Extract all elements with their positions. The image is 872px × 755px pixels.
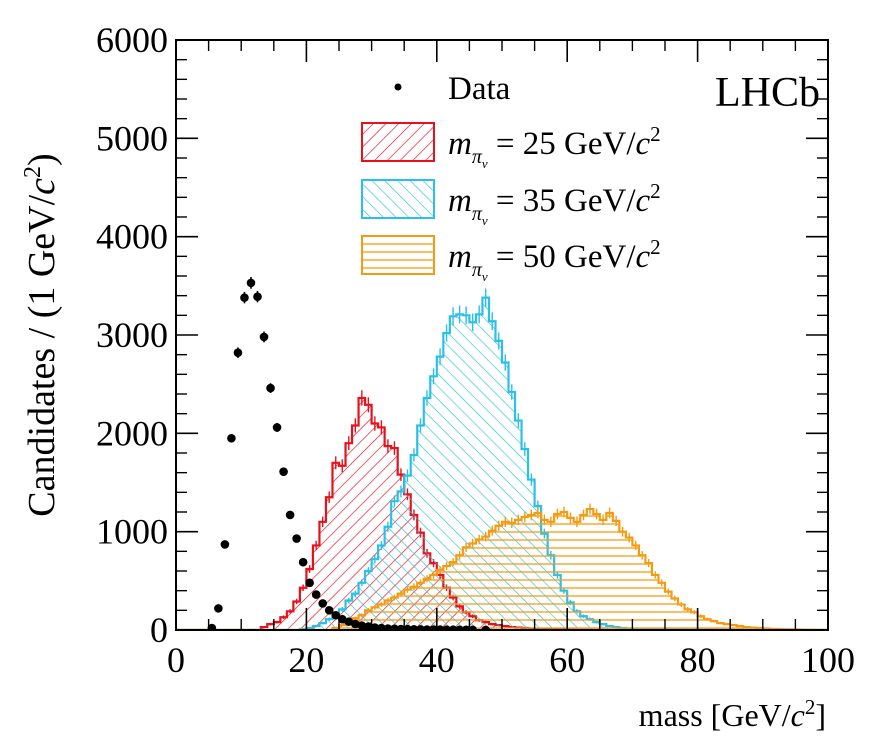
data-point	[331, 610, 341, 620]
x-tick-label: 20	[288, 640, 324, 680]
data-point	[448, 625, 458, 630]
data-point	[272, 423, 282, 432]
y-tick-label: 4000	[96, 217, 168, 257]
data-point	[442, 625, 451, 630]
data-point	[318, 599, 328, 608]
data-point	[357, 621, 367, 630]
x-tick-label: 0	[167, 640, 185, 680]
x-tick-label: 100	[801, 640, 855, 680]
data-point	[292, 534, 301, 543]
data-point	[429, 625, 438, 630]
x-tick-label: 80	[680, 640, 716, 680]
experiment-label: LHCb	[715, 70, 820, 116]
x-tick-label: 40	[419, 640, 455, 680]
histogram-m35-fill	[176, 297, 828, 630]
data-point	[370, 623, 380, 630]
data-point	[396, 624, 406, 630]
legend-item-m25: mπv = 25 GeV/c2	[361, 122, 661, 171]
data-point	[285, 510, 295, 520]
legend-m50-label: mπv = 50 GeV/c2	[448, 235, 661, 284]
x-axis-label: mass [GeV/c2]	[639, 695, 826, 733]
y-axis-label: Candidates / (1 GeV/c2)	[20, 153, 63, 516]
y-tick-label: 1000	[96, 512, 168, 552]
x-tick-label: 60	[549, 640, 585, 680]
data-point	[279, 467, 288, 476]
data-point	[214, 604, 223, 613]
legend-item-data: Data	[394, 71, 511, 107]
histogram-m50-fill	[176, 509, 828, 630]
data-point	[240, 293, 249, 302]
legend-m35-label: mπv = 35 GeV/c2	[448, 179, 661, 228]
data-point	[390, 624, 399, 630]
data-point	[435, 625, 445, 630]
histogram-m25-fill	[176, 397, 828, 630]
data-point	[253, 292, 262, 301]
data-points-group	[207, 277, 490, 630]
data-point	[344, 617, 354, 626]
data-point	[377, 623, 386, 630]
data-point	[337, 614, 347, 624]
y-tick-label: 3000	[96, 315, 168, 355]
legend: Data mπv = 25 GeV/c2 mπv = 35 GeV/c2 mπv…	[361, 71, 661, 284]
data-point	[227, 433, 236, 443]
legend-data-label: Data	[448, 71, 511, 107]
legend-m25-label: mπv = 25 GeV/c2	[448, 122, 661, 171]
data-point	[455, 625, 464, 630]
legend-m35-swatch	[361, 179, 435, 219]
y-tick-label: 6000	[96, 20, 168, 60]
histogram-m50	[176, 503, 828, 630]
data-point	[298, 557, 308, 567]
data-point	[246, 278, 256, 288]
data-point	[207, 623, 217, 630]
data-point	[351, 619, 360, 629]
data-point	[403, 624, 412, 630]
y-tick-label: 2000	[96, 413, 168, 453]
histogram-series-group	[176, 288, 828, 630]
legend-m50-swatch	[361, 235, 435, 275]
data-point	[481, 625, 490, 630]
data-point	[324, 606, 334, 615]
data-point	[409, 625, 419, 630]
y-tick-label: 5000	[96, 118, 168, 158]
data-point	[259, 332, 269, 342]
data-point	[468, 625, 477, 630]
y-tick-label: 0	[150, 610, 168, 650]
data-point	[266, 383, 275, 393]
data-point	[416, 625, 425, 630]
data-point	[311, 590, 321, 599]
data-point	[461, 625, 471, 630]
data-point	[383, 624, 393, 630]
data-point	[422, 625, 432, 630]
data-point	[233, 348, 243, 358]
legend-m25-swatch	[361, 122, 435, 162]
legend-data-marker	[394, 83, 402, 91]
legend-item-m35: mπv = 35 GeV/c2	[361, 179, 661, 228]
data-point	[364, 622, 373, 630]
legend-item-m50: mπv = 50 GeV/c2	[361, 235, 661, 284]
data-point	[305, 578, 314, 588]
data-point	[220, 540, 230, 549]
